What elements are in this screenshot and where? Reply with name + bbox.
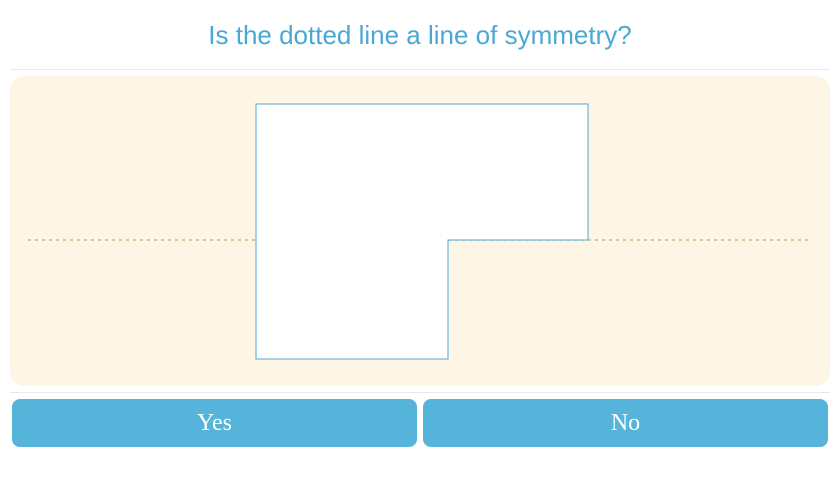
- symmetry-diagram: [10, 76, 830, 386]
- question-text: Is the dotted line a line of symmetry?: [10, 20, 830, 51]
- divider: [10, 392, 830, 393]
- yes-button[interactable]: Yes: [12, 399, 417, 447]
- quiz-container: Is the dotted line a line of symmetry? Y…: [0, 0, 840, 447]
- yes-label: Yes: [197, 410, 232, 437]
- answer-buttons: Yes No: [10, 399, 830, 447]
- figure-area: [10, 76, 830, 386]
- no-button[interactable]: No: [423, 399, 828, 447]
- question-area: Is the dotted line a line of symmetry?: [10, 0, 830, 70]
- no-label: No: [611, 410, 640, 437]
